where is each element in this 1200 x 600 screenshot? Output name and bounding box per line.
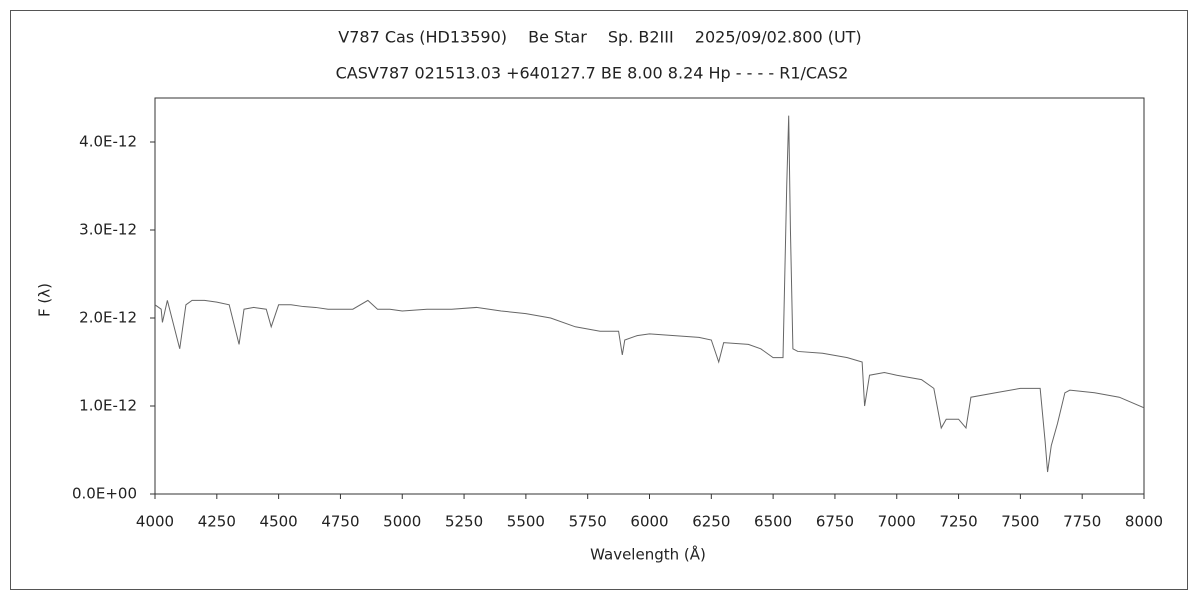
spectrum-line bbox=[154, 115, 1145, 473]
y-tick-label: 4.0E-12 bbox=[79, 133, 137, 151]
x-tick-label: 5250 bbox=[445, 513, 483, 531]
x-tick-label: 4250 bbox=[198, 513, 236, 531]
x-tick-label: 5500 bbox=[507, 513, 545, 531]
x-tick-label: 7750 bbox=[1063, 513, 1101, 531]
y-tick-label: 0.0E+00 bbox=[72, 485, 137, 503]
x-tick-label: 5750 bbox=[569, 513, 607, 531]
x-tick-label: 6500 bbox=[754, 513, 792, 531]
x-tick-label: 6000 bbox=[630, 513, 668, 531]
x-tick-label: 4750 bbox=[321, 513, 359, 531]
x-tick-label: 7250 bbox=[939, 513, 977, 531]
x-tick-label: 6250 bbox=[692, 513, 730, 531]
x-tick-label: 4000 bbox=[136, 513, 174, 531]
x-tick-label: 6750 bbox=[816, 513, 854, 531]
y-axis-label: F (λ) bbox=[36, 283, 54, 317]
x-tick-label: 7500 bbox=[1001, 513, 1039, 531]
chart-subtitle: CASV787 021513.03 +640127.7 BE 8.00 8.24… bbox=[336, 64, 849, 83]
chart-title: V787 Cas (HD13590) Be Star Sp. B2III 202… bbox=[338, 28, 861, 47]
x-tick-label: 7000 bbox=[878, 513, 916, 531]
x-tick-label: 5000 bbox=[383, 513, 421, 531]
y-tick-label: 3.0E-12 bbox=[79, 221, 137, 239]
y-tick-label: 1.0E-12 bbox=[79, 397, 137, 415]
x-tick-label: 4500 bbox=[260, 513, 298, 531]
chart-frame bbox=[10, 10, 1188, 590]
y-tick-label: 2.0E-12 bbox=[79, 309, 137, 327]
x-tick-label: 8000 bbox=[1125, 513, 1163, 531]
x-axis-label: Wavelength (Å) bbox=[590, 545, 706, 564]
